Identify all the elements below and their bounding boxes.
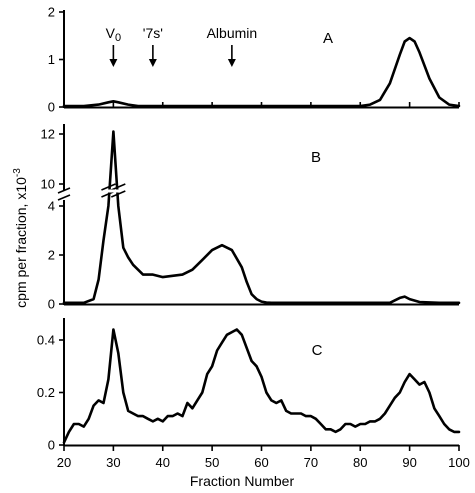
panel-b-label: B xyxy=(311,149,321,166)
x-tick-label: 90 xyxy=(402,455,416,470)
panel-a-trace xyxy=(62,36,461,108)
marker-label-text: V xyxy=(106,25,116,41)
x-axis-title: Fraction Number xyxy=(190,473,295,489)
x-tick-label: 100 xyxy=(448,455,470,470)
panel-b-peak-break-mark xyxy=(110,183,126,191)
panel-c-trace xyxy=(62,328,461,444)
marker-label: V0 xyxy=(106,25,121,44)
marker-label: Albumin xyxy=(207,25,258,41)
x-axis: 20 30 40 50 60 70 80 90 100 xyxy=(57,102,470,470)
x-tick-label: 40 xyxy=(156,455,170,470)
marker-label-subscript: 0 xyxy=(115,32,121,44)
marker-label: '7s' xyxy=(143,25,163,41)
panel-b-axis-break-mark xyxy=(57,194,71,201)
panel-b: 0 2 4 10 12 B xyxy=(41,124,461,312)
panel-a-label: A xyxy=(323,30,333,47)
y-axis-title: cpm per fraction, x10-3 xyxy=(12,168,29,308)
panel-b-y-tick-label: 0 xyxy=(48,297,55,312)
x-tick-label: 80 xyxy=(353,455,367,470)
panel-a-y-tick-label: 2 xyxy=(48,5,55,20)
marker-arrow-head xyxy=(148,59,157,67)
y-axis-title-main: cpm per fraction, x10 xyxy=(13,177,29,308)
panel-b-void-peak-edge xyxy=(112,131,124,248)
panel-b-peak-break-mark xyxy=(101,183,116,191)
panel-b-peak-break-mark xyxy=(110,190,126,198)
panel-c-y-tick-label: 0.4 xyxy=(37,333,55,348)
x-tick-label: 50 xyxy=(205,455,219,470)
marker-label-text: Albumin xyxy=(207,25,258,41)
panel-b-y-tick-label: 12 xyxy=(41,127,55,142)
panel-b-trace xyxy=(62,130,461,305)
panel-c-y-tick-label: 0.2 xyxy=(37,385,55,400)
marker-label-text: '7s' xyxy=(143,25,163,41)
panel-b-peak-break-gap xyxy=(106,189,121,193)
panel-b-void-peak-edge xyxy=(97,131,115,280)
panel-b-axis-break-mark xyxy=(57,187,71,194)
x-tick-label: 30 xyxy=(106,455,120,470)
panel-a: 0 1 2 A xyxy=(48,5,461,115)
panel-b-y-tick-label: 4 xyxy=(48,199,55,214)
panel-a-y-tick-label: 1 xyxy=(48,52,55,67)
panel-c-label: C xyxy=(312,342,323,359)
panel-b-y-tick-label: 2 xyxy=(48,248,55,263)
marker-arrow-head xyxy=(109,59,118,67)
marker-arrow-head xyxy=(227,59,236,67)
y-axis-title-exponent: -3 xyxy=(12,168,23,177)
panel-c: 0.4 0.2 0 C xyxy=(37,318,461,453)
x-tick-label: 70 xyxy=(304,455,318,470)
panel-a-y-tick-label: 0 xyxy=(48,100,55,115)
panel-b-y-tick-label: 10 xyxy=(41,177,55,192)
panel-c-y-tick-label: 0 xyxy=(48,438,55,453)
x-tick-label: 20 xyxy=(57,455,71,470)
elution-markers: V0 '7s' Albumin xyxy=(106,25,258,67)
x-tick-label: 60 xyxy=(254,455,268,470)
